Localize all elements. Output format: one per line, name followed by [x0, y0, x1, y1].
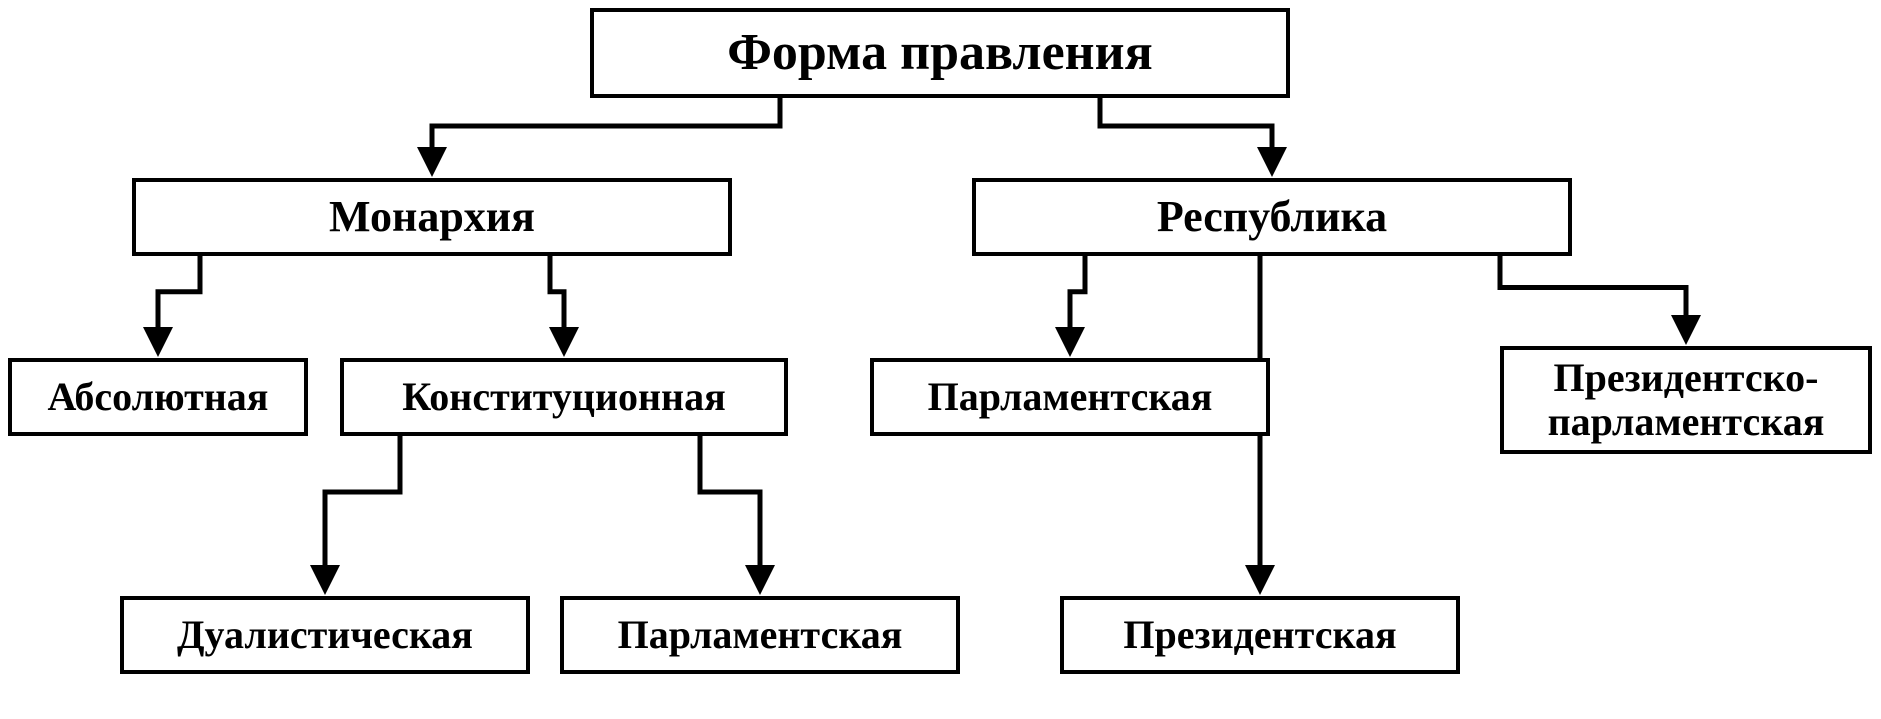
edge-root-to-monarchy: [432, 98, 780, 162]
node-pres_parl: Президентско-парламентская: [1500, 346, 1872, 454]
node-label: Президентско-парламентская: [1548, 356, 1825, 444]
node-root: Форма правления: [590, 8, 1290, 98]
node-parliamentary_m: Парламентская: [560, 596, 960, 674]
node-label: Форма правления: [727, 24, 1152, 81]
node-label: Монархия: [329, 193, 535, 241]
edge-republic-to-parliamentary_r: [1070, 256, 1085, 342]
node-monarchy: Монархия: [132, 178, 732, 256]
edge-republic-to-pres_parl: [1500, 256, 1686, 330]
edge-constitutional-to-dualistic: [325, 436, 400, 580]
node-republic: Республика: [972, 178, 1572, 256]
node-parliamentary_r: Парламентская: [870, 358, 1270, 436]
node-label: Дуалистическая: [177, 613, 473, 657]
node-label: Парламентская: [618, 613, 903, 657]
edge-constitutional-to-parliamentary_m: [700, 436, 760, 580]
node-label: Конституционная: [402, 375, 725, 419]
node-absolute: Абсолютная: [8, 358, 308, 436]
node-constitutional: Конституционная: [340, 358, 788, 436]
edge-monarchy-to-constitutional: [550, 256, 564, 342]
node-presidential: Президентская: [1060, 596, 1460, 674]
node-label: Абсолютная: [48, 375, 269, 419]
edge-root-to-republic: [1100, 98, 1272, 162]
node-label: Парламентская: [928, 375, 1213, 419]
node-dualistic: Дуалистическая: [120, 596, 530, 674]
node-label: Президентская: [1123, 613, 1396, 657]
node-label: Республика: [1157, 193, 1387, 241]
edge-monarchy-to-absolute: [158, 256, 200, 342]
